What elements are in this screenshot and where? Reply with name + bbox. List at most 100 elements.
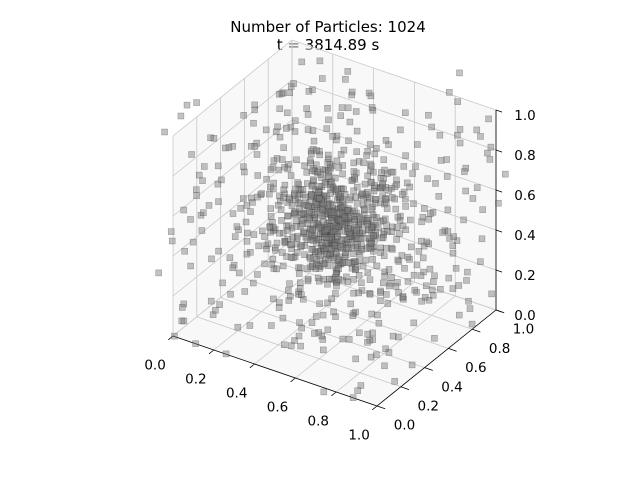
particle-marker	[285, 194, 293, 202]
particle-marker	[315, 194, 323, 202]
particle-marker	[368, 206, 375, 214]
particle-marker	[315, 329, 323, 336]
particle-marker	[325, 116, 332, 124]
particle-marker	[288, 224, 296, 232]
particle-marker	[247, 208, 254, 215]
particle-marker	[314, 274, 322, 282]
particle-marker	[341, 213, 348, 221]
particle-marker	[328, 235, 336, 242]
particle-marker	[365, 217, 372, 224]
particle-marker	[247, 249, 254, 256]
particle-marker	[287, 83, 295, 90]
particle-marker	[328, 233, 335, 240]
grid-line	[291, 159, 497, 231]
particle-marker	[370, 232, 377, 240]
particle-marker	[371, 150, 379, 158]
grid-line	[291, 39, 497, 111]
particle-marker	[281, 163, 288, 171]
particle-marker	[396, 217, 404, 224]
particle-marker	[345, 214, 353, 221]
particle-marker	[318, 212, 325, 219]
particle-marker	[477, 258, 484, 265]
particle-marker	[313, 194, 320, 201]
particle-marker	[394, 256, 402, 264]
particle-marker	[318, 239, 325, 246]
particle-marker	[353, 148, 360, 155]
particle-marker	[341, 220, 349, 227]
particle-marker	[323, 226, 330, 233]
particle-marker	[286, 241, 294, 248]
particle-marker	[377, 297, 384, 305]
particle-marker	[290, 80, 297, 87]
particle-marker	[366, 141, 374, 148]
particle-marker	[341, 221, 349, 228]
particle-marker	[331, 276, 339, 283]
particle-marker	[383, 205, 391, 212]
particle-marker	[378, 234, 386, 242]
particle-marker	[372, 196, 380, 203]
axis-lines	[172, 110, 497, 407]
particle-marker	[321, 210, 329, 218]
particle-marker	[347, 300, 355, 308]
particle-marker	[320, 245, 328, 253]
particle-marker	[308, 192, 315, 199]
axis-ticks: 0.00.00.00.20.20.20.4 0.40.40.60.60.60.80…	[144, 108, 535, 444]
particle-marker	[388, 194, 396, 201]
particle-marker	[350, 289, 357, 297]
particle-marker	[369, 203, 376, 211]
grid-line	[172, 39, 293, 137]
particle-marker	[352, 263, 360, 271]
particle-marker	[322, 227, 330, 234]
particle-marker	[334, 205, 341, 212]
particle-marker	[415, 248, 423, 255]
particle-marker	[321, 230, 328, 238]
particle-marker	[330, 308, 337, 316]
particle-marker	[300, 228, 307, 236]
particle-marker	[359, 190, 367, 197]
particle-marker	[200, 209, 207, 216]
particle-marker	[338, 104, 346, 111]
particle-marker	[319, 75, 326, 82]
particle-marker	[366, 336, 374, 344]
particle-marker	[306, 226, 314, 233]
particle-marker	[335, 209, 343, 217]
particle-marker	[279, 89, 287, 97]
z-tick-label: 0.4	[514, 228, 535, 244]
particle-marker	[407, 216, 414, 224]
particle-marker	[278, 156, 286, 163]
particle-marker	[323, 240, 331, 247]
particle-marker	[338, 235, 346, 243]
particle-marker	[331, 238, 338, 245]
particle-marker	[272, 128, 280, 136]
particle-marker	[328, 178, 336, 185]
particle-scatter	[155, 57, 509, 401]
particle-marker	[281, 341, 288, 349]
particle-marker	[394, 213, 402, 221]
particle-marker	[368, 243, 376, 251]
particle-marker	[308, 232, 315, 239]
particle-marker	[242, 218, 250, 226]
particle-marker	[389, 168, 397, 176]
particle-marker	[334, 230, 341, 237]
particle-marker	[331, 242, 338, 249]
particle-marker	[365, 89, 373, 97]
particle-marker	[323, 221, 331, 229]
particle-marker	[326, 250, 333, 258]
particle-marker	[328, 275, 336, 283]
particle-marker	[399, 293, 407, 300]
particle-marker	[276, 299, 283, 306]
particle-marker	[421, 205, 428, 212]
particle-marker	[300, 230, 308, 237]
particle-marker	[320, 218, 327, 226]
particle-marker	[333, 268, 340, 275]
particle-marker	[397, 212, 404, 220]
particle-marker	[445, 274, 453, 282]
particle-marker	[290, 192, 298, 199]
particle-marker	[431, 272, 438, 280]
particle-marker	[484, 149, 491, 157]
particle-marker	[344, 104, 352, 112]
particle-marker	[344, 278, 352, 286]
particle-marker	[291, 211, 298, 218]
particle-marker	[369, 224, 376, 231]
particle-marker	[341, 216, 348, 224]
